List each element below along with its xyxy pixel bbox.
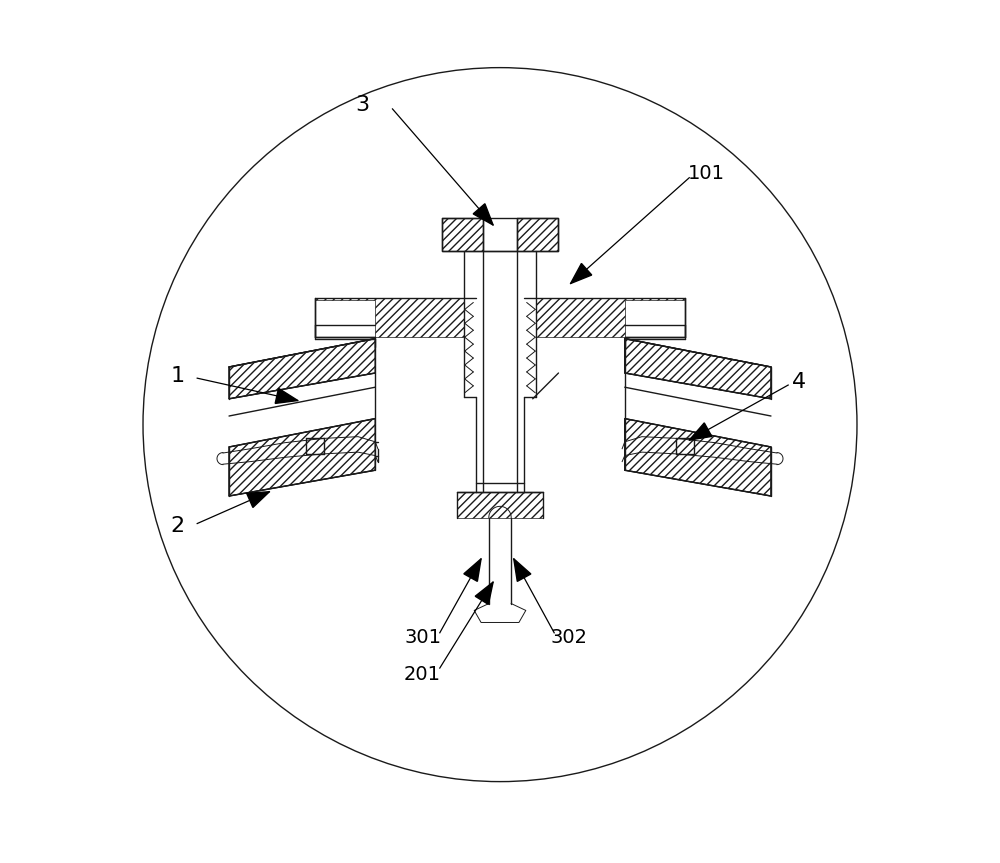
Text: 201: 201 — [404, 665, 441, 683]
Polygon shape — [275, 388, 298, 403]
Polygon shape — [229, 419, 375, 496]
Text: 3: 3 — [355, 95, 369, 115]
Text: 301: 301 — [404, 628, 441, 647]
Text: 101: 101 — [688, 164, 725, 183]
Polygon shape — [625, 338, 771, 399]
Polygon shape — [442, 218, 483, 251]
Text: 1: 1 — [170, 366, 184, 386]
Text: 2: 2 — [170, 516, 184, 536]
Polygon shape — [517, 218, 558, 251]
Polygon shape — [689, 423, 712, 440]
Polygon shape — [464, 559, 481, 582]
Text: 4: 4 — [792, 372, 806, 392]
Polygon shape — [475, 582, 493, 604]
Text: 302: 302 — [550, 628, 587, 647]
Polygon shape — [473, 204, 493, 225]
Polygon shape — [247, 492, 269, 507]
Polygon shape — [571, 263, 592, 284]
Polygon shape — [625, 419, 771, 496]
Polygon shape — [229, 338, 375, 399]
Polygon shape — [514, 559, 531, 582]
